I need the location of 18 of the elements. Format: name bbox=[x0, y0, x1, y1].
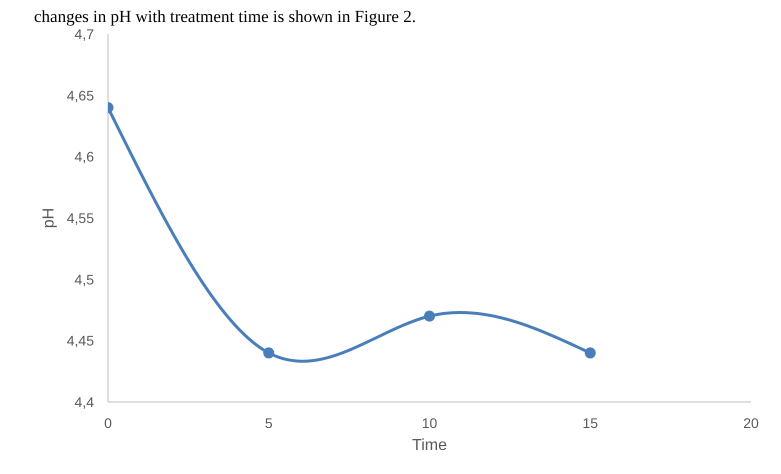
point bbox=[584, 347, 596, 358]
y-tick-label: 4,6 bbox=[74, 148, 94, 165]
x-axis-title: Time bbox=[412, 437, 448, 454]
x-tick-label: 5 bbox=[264, 414, 273, 431]
y-tick-label: 4,55 bbox=[66, 210, 94, 226]
text: changes in pH with treatment time is shown in Figure 2. bbox=[33, 7, 417, 26]
x-tick-label: 10 bbox=[422, 414, 438, 431]
x-tick-label: 15 bbox=[582, 414, 598, 431]
y-tick-label: 4,65 bbox=[66, 87, 94, 104]
y-tick-label: 4,5 bbox=[74, 271, 94, 288]
y-tick-label: 4,45 bbox=[66, 332, 94, 349]
y-axis-title: pH bbox=[40, 208, 58, 228]
point bbox=[263, 347, 274, 358]
y-tick-label: 4,4 bbox=[74, 394, 94, 410]
x-tick-label: 20 bbox=[743, 414, 759, 431]
y-tick-label: 4,7 bbox=[74, 26, 94, 42]
x-tick-label: 0 bbox=[104, 414, 112, 431]
point bbox=[424, 310, 435, 322]
